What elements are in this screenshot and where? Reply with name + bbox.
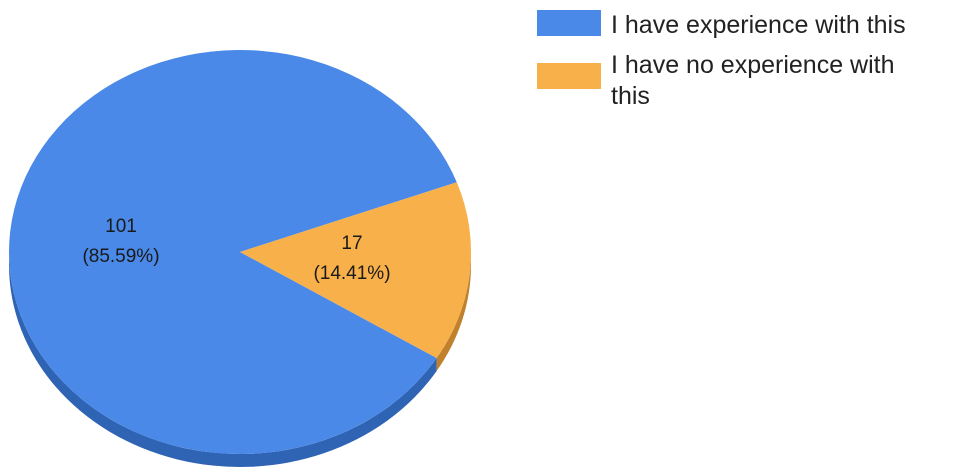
slice-labels: 101 (85.59%) 17 (14.41%) (82, 216, 390, 284)
legend-item[interactable]: I have no experience with this (537, 51, 895, 110)
legend-label: I have experience with this (611, 11, 906, 39)
legend-label: I have no experience with (611, 51, 895, 79)
legend-label: this (611, 82, 650, 110)
slice-value-label: 101 (105, 216, 137, 237)
slice-percent-label: (14.41%) (313, 263, 390, 284)
legend-swatch (537, 10, 601, 36)
legend-item[interactable]: I have experience with this (537, 10, 906, 39)
pie-slice[interactable] (240, 182, 471, 359)
pie-slices (8, 50, 471, 454)
legend: I have experience with this I have no ex… (537, 10, 906, 110)
slice-percent-label: (85.59%) (82, 246, 159, 267)
slice-value-label: 17 (341, 233, 362, 254)
legend-swatch (537, 63, 601, 89)
pie-slice-side (436, 252, 471, 372)
pie-depth (9, 252, 471, 467)
pie-slice[interactable] (8, 50, 457, 454)
